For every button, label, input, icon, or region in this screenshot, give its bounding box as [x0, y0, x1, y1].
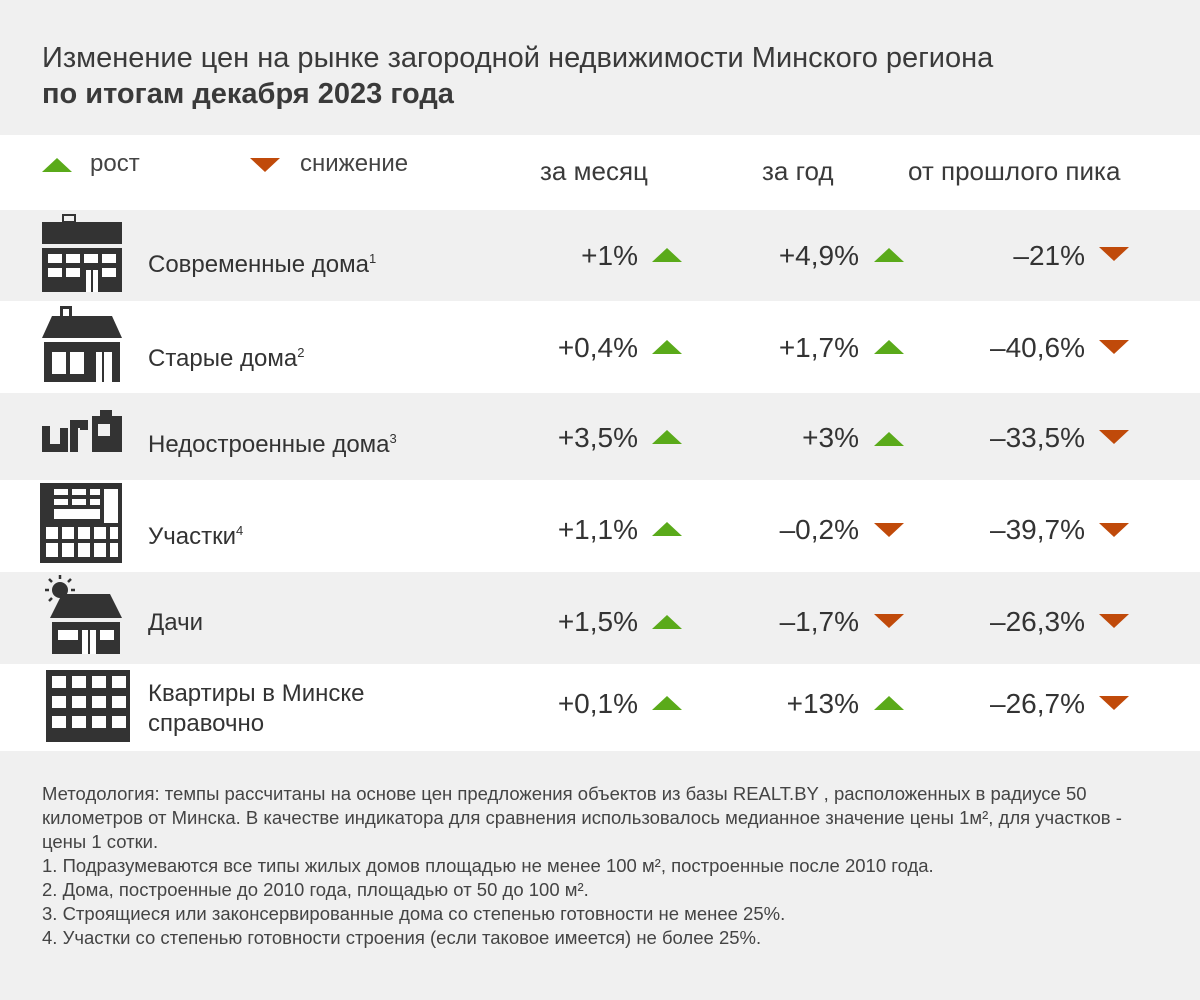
row-label-unfinished: Недостроенные дома3	[148, 431, 397, 458]
row-plots-peak-value: –39,7%	[990, 514, 1085, 545]
row-band-0	[0, 210, 1200, 301]
row-modern-year-value: +4,9%	[778, 240, 859, 271]
row-old-month-up-icon	[652, 340, 682, 354]
row-band-5	[0, 664, 1200, 751]
row-apartments-year-value: +13%	[786, 688, 859, 719]
footnote-2: 2. Дома, построенные до 2010 года, площа…	[42, 879, 589, 900]
row-modern-month-up-icon	[652, 248, 682, 262]
row-label-apartments: Квартиры в Минске справочно	[148, 679, 364, 739]
row-label-modern: Современные дома1	[148, 251, 377, 278]
title-line-1: Изменение цен на рынке загородной недвиж…	[42, 42, 994, 74]
row-modern-peak-value: –21%	[1013, 240, 1085, 271]
row-dacha-year-down-icon	[874, 614, 904, 628]
row-label-plots: Участки4	[148, 523, 244, 550]
row-unfinished-year-up-icon	[874, 432, 904, 446]
row-unfinished-peak-value: –33,5%	[990, 422, 1085, 453]
row-apartments-year-up-icon	[874, 696, 904, 710]
apartments-icon	[46, 670, 130, 742]
row-plots-year-down-icon	[874, 523, 904, 537]
row-band-3	[0, 480, 1200, 572]
footnote-3: 3. Строящиеся или законсервированные дом…	[42, 903, 786, 924]
footnote-1: 1. Подразумеваются все типы жилых домов …	[42, 855, 934, 876]
row-plots-peak-down-icon	[1099, 523, 1129, 537]
row-unfinished-peak-down-icon	[1099, 430, 1129, 444]
col-year-header: за год	[762, 156, 834, 186]
row-apartments-peak-value: –26,7%	[990, 688, 1085, 719]
row-label-apartments-line2: справочно	[148, 710, 265, 737]
row-modern-year-up-icon	[874, 248, 904, 262]
row-plots-month-value: +1,1%	[557, 514, 638, 545]
row-dacha-year-value: –1,7%	[779, 606, 859, 637]
row-unfinished-month-value: +3,5%	[557, 422, 638, 453]
row-apartments-peak-down-icon	[1099, 696, 1129, 710]
row-band-2	[0, 393, 1200, 480]
row-band-1	[0, 301, 1200, 393]
row-unfinished-year-value: +3%	[802, 422, 859, 453]
row-modern-month-value: +1%	[581, 240, 638, 271]
row-label-apartments-line1: Квартиры в Минске	[148, 680, 365, 707]
row-old-peak-value: –40,6%	[990, 332, 1085, 363]
legend-down-label: снижение	[300, 150, 409, 177]
row-old-year-up-icon	[874, 340, 904, 354]
row-modern-peak-down-icon	[1099, 247, 1129, 261]
unfinished-house-icon	[42, 410, 122, 452]
page-title: Изменение цен на рынке загородной недвиж…	[42, 40, 993, 112]
title-line-2: по итогам декабря 2023 года	[42, 78, 454, 110]
row-old-month-value: +0,4%	[557, 332, 638, 363]
old-house-icon	[42, 306, 122, 382]
methodology-note: Методология: темпы рассчитаны на основе …	[42, 783, 1122, 852]
legend-up-label: рост	[90, 150, 140, 177]
row-apartments-month-up-icon	[652, 696, 682, 710]
row-apartments-month-value: +0,1%	[557, 688, 638, 719]
row-band-4	[0, 572, 1200, 664]
row-label-old: Старые дома2	[148, 345, 305, 372]
row-plots-month-up-icon	[652, 522, 682, 536]
land-plot-icon	[40, 483, 122, 563]
row-dacha-peak-value: –26,3%	[990, 606, 1085, 637]
modern-house-icon	[42, 214, 122, 292]
col-month-header: за месяц	[540, 156, 648, 186]
col-peak-header: от прошлого пика	[908, 156, 1121, 186]
row-label-dacha: Дачи	[148, 609, 203, 636]
row-dacha-month-up-icon	[652, 615, 682, 629]
row-old-peak-down-icon	[1099, 340, 1129, 354]
row-plots-year-value: –0,2%	[779, 514, 859, 545]
footnotes: Методология: темпы рассчитаны на основе …	[42, 782, 1162, 950]
row-dacha-peak-down-icon	[1099, 614, 1129, 628]
row-unfinished-month-up-icon	[652, 430, 682, 444]
legend-up-icon	[42, 158, 72, 172]
row-old-year-value: +1,7%	[778, 332, 859, 363]
legend-down-icon	[250, 158, 280, 172]
dacha-icon	[45, 575, 122, 654]
header-band	[0, 135, 1200, 210]
footnote-4: 4. Участки со степенью готовности строен…	[42, 927, 762, 948]
row-dacha-month-value: +1,5%	[557, 606, 638, 637]
